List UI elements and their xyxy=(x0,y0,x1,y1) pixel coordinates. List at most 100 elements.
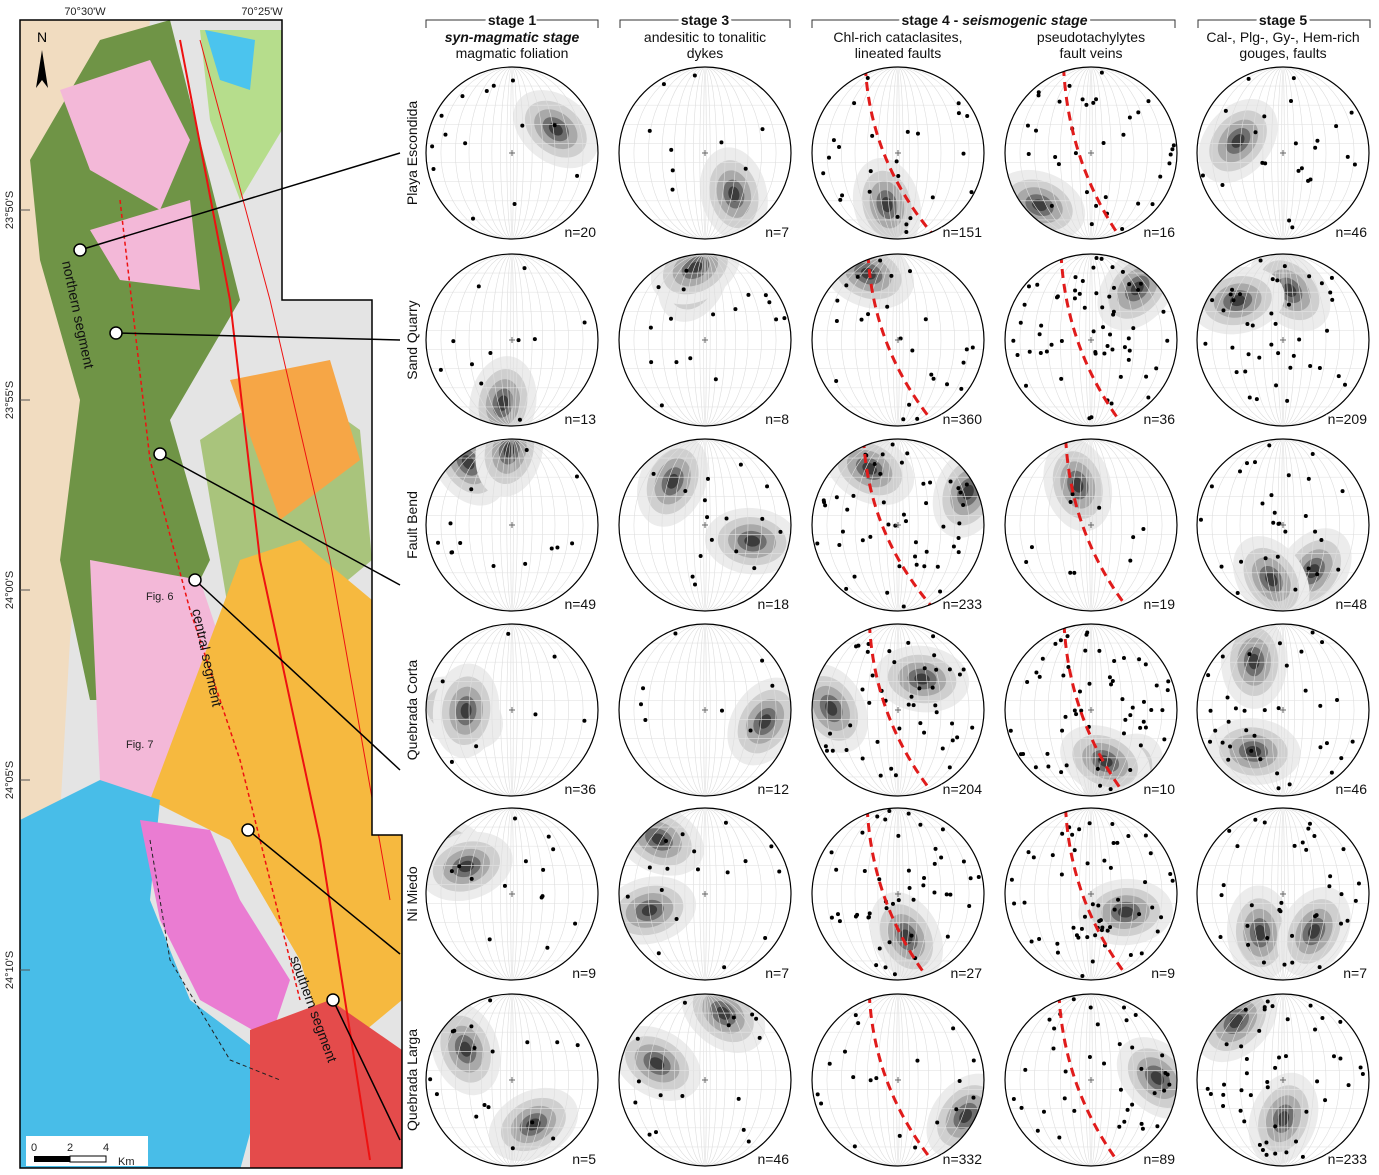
pole-dot xyxy=(1080,973,1085,978)
north-label: N xyxy=(37,29,47,45)
fault-great-circle xyxy=(862,439,937,611)
net-grid xyxy=(468,624,556,796)
pole-dot xyxy=(892,660,897,665)
net-grid xyxy=(1034,254,1148,426)
net-outline xyxy=(1196,438,1370,612)
pole-dot xyxy=(923,317,928,322)
pole-dot xyxy=(840,193,845,198)
pole-dot xyxy=(463,141,468,146)
pole-dot xyxy=(1265,935,1270,940)
net-grid xyxy=(480,254,544,426)
net-grid xyxy=(699,67,711,239)
pole-dot xyxy=(834,495,839,500)
pole-dot xyxy=(1018,320,1023,325)
n-label: n=27 xyxy=(950,965,982,981)
net-grid xyxy=(1070,994,1112,1166)
pole-dot xyxy=(932,890,937,895)
lat-label: 24°05'S xyxy=(4,761,16,799)
stereonet-inner xyxy=(1197,808,1369,980)
pole-dot xyxy=(1245,322,1250,327)
pole-dot xyxy=(760,658,765,663)
pole-dot xyxy=(1093,350,1098,355)
pole-dot xyxy=(1334,124,1339,129)
pole-dot xyxy=(910,348,915,353)
pole-dot xyxy=(1338,1019,1343,1024)
pole-dot xyxy=(1120,269,1125,274)
pole-dot xyxy=(1244,1057,1249,1062)
pole-dot xyxy=(1122,1119,1127,1124)
pole-dot xyxy=(1029,545,1034,550)
pole-dot xyxy=(1168,152,1173,157)
pole-dot xyxy=(1261,960,1266,965)
pole-dot xyxy=(1318,703,1323,708)
pole-dot xyxy=(944,892,949,897)
net-grid xyxy=(1251,254,1315,426)
net-grid xyxy=(841,254,955,426)
net-outline xyxy=(1196,807,1370,981)
pole-dot xyxy=(826,155,831,160)
pole-dot xyxy=(1198,517,1203,522)
pole-dot xyxy=(956,550,961,555)
pole-dot xyxy=(488,998,493,1003)
net-outline xyxy=(811,438,985,612)
net-grid xyxy=(866,439,930,611)
pole-dot xyxy=(1026,850,1031,855)
pole-dot xyxy=(834,867,839,872)
pole-dot xyxy=(957,1079,962,1084)
density-contour xyxy=(758,714,772,729)
net-grid xyxy=(648,67,762,239)
pole-dot xyxy=(440,679,445,684)
pole-dot xyxy=(829,850,834,855)
pole-dot xyxy=(835,912,840,917)
pole-dot xyxy=(469,487,474,492)
pole-dot xyxy=(950,721,955,726)
stereonet-inner xyxy=(1197,994,1369,1166)
pole-dot xyxy=(778,529,783,534)
pole-dot xyxy=(752,566,757,571)
pole-dot xyxy=(1221,1104,1226,1109)
pole-dot xyxy=(915,416,920,421)
pole-dot xyxy=(1105,343,1110,348)
pole-dot xyxy=(1049,342,1054,347)
pole-dot xyxy=(449,759,454,764)
pole-dot xyxy=(1146,395,1151,400)
pole-dot xyxy=(1270,1004,1275,1009)
n-label: n=46 xyxy=(757,1151,789,1167)
net-grid xyxy=(841,808,955,980)
pole-dot xyxy=(956,111,961,116)
pole-dot xyxy=(777,869,782,874)
pole-dot xyxy=(1325,328,1330,333)
pole-dot xyxy=(1065,634,1070,639)
stereonet-inner xyxy=(426,624,598,796)
pole-dot xyxy=(1267,443,1272,448)
pole-dot xyxy=(1258,757,1263,762)
pole-dot xyxy=(570,541,575,546)
pole-dot xyxy=(961,151,966,156)
pole-dot xyxy=(896,898,901,903)
pole-dot xyxy=(851,493,856,498)
site-label: Quebrada Corta xyxy=(404,660,420,761)
pole-dot xyxy=(1059,872,1064,877)
pole-dot xyxy=(954,1107,959,1112)
net-grid xyxy=(1070,67,1112,239)
pole-dot xyxy=(1163,1071,1168,1076)
pole-dot xyxy=(673,631,678,636)
pole-dot xyxy=(1228,292,1233,297)
pole-dot xyxy=(774,317,779,322)
net-grid xyxy=(480,624,544,796)
net-grid xyxy=(699,439,711,611)
pole-dot xyxy=(1221,883,1226,888)
pole-dot xyxy=(1285,398,1290,403)
pole-dot xyxy=(872,462,877,467)
pole-dot xyxy=(680,1093,685,1098)
pole-dot xyxy=(1117,1042,1122,1047)
pole-dot xyxy=(815,541,820,546)
pole-dot xyxy=(922,876,927,881)
net-grid xyxy=(892,254,904,426)
pole-dot xyxy=(893,523,898,528)
net-grid xyxy=(633,808,777,980)
pole-dot xyxy=(1059,770,1064,775)
net-grid xyxy=(440,994,584,1166)
pole-dot xyxy=(1035,282,1040,287)
pole-dot xyxy=(1315,138,1320,143)
